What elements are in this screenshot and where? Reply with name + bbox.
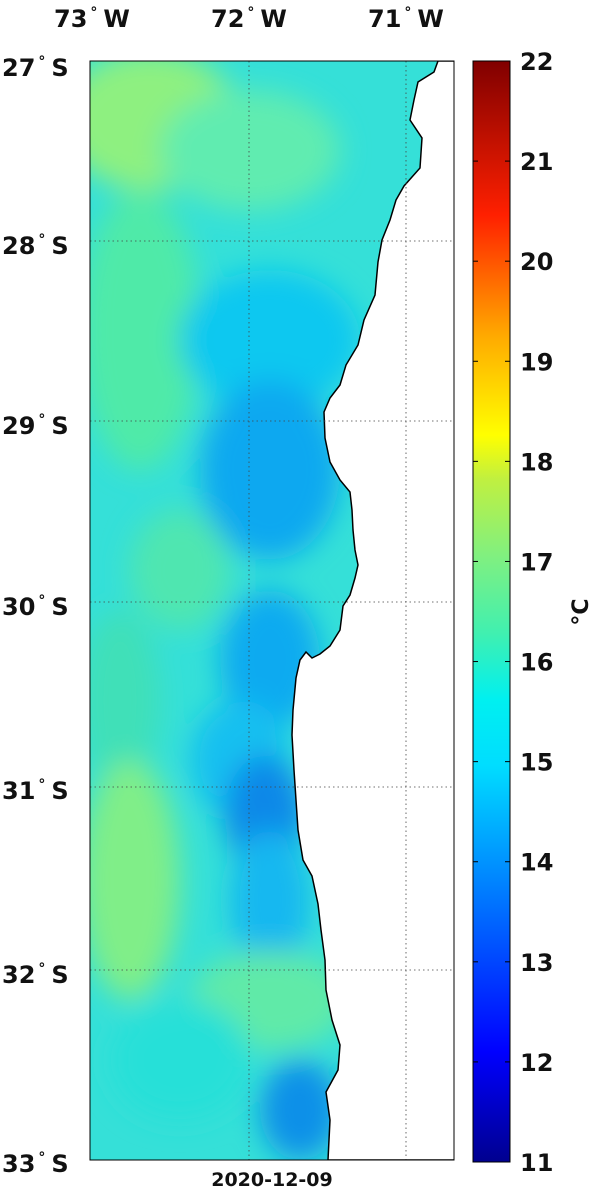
lon-label-72: 72 ° W [211,5,287,33]
colorbar-tick-label: 18 [520,448,553,476]
colorbar-tick-label: 21 [520,148,553,176]
lat-label-27: 27 ° S [2,54,69,82]
colorbar-tick-label: 14 [520,849,553,877]
sst-field [90,61,454,1160]
lat-label-33: 33 ° S [2,1150,69,1178]
lat-label-31: 31 ° S [2,777,69,805]
colorbar-tick-label: 12 [520,1049,553,1077]
colorbar-tick-label: 19 [520,348,553,376]
colorbar-ticks: 11 12 13 14 15 16 17 18 19 20 21 22 [473,48,553,1177]
colorbar-tick-label: 11 [520,1149,553,1177]
longitude-labels: 73 ° W 72 ° W 71 ° W [54,5,444,33]
graticule [90,61,454,1160]
lon-label-73: 73 ° W [54,5,130,33]
map-frame [89,60,455,1161]
lat-label-29: 29 ° S [2,412,69,440]
colorbar-unit: °C [569,598,593,625]
colorbar: 11 12 13 14 15 16 17 18 19 20 21 22 °C [472,48,593,1177]
lon-label-71: 71 ° W [368,5,444,33]
latitude-labels: 27 ° S 28 ° S 29 ° S 30 ° S 31 ° S 32 ° S 33 ° S [2,54,69,1178]
colorbar-tick-label: 17 [520,548,553,576]
lat-label-32: 32 ° S [2,961,69,989]
lat-label-28: 28 ° S [2,232,69,260]
date-label: 2020-12-09 [211,1169,333,1188]
colorbar-tick-label: 20 [520,248,553,276]
map-panel [89,60,455,1161]
colorbar-tick-label: 15 [520,749,553,777]
colorbar-tick-label: 13 [520,949,553,977]
colorbar-tick-label: 16 [520,649,553,677]
colorbar-scale [472,60,511,1163]
land-area [291,61,454,1160]
lat-label-30: 30 ° S [2,593,69,621]
colorbar-tick-label: 22 [520,48,553,76]
